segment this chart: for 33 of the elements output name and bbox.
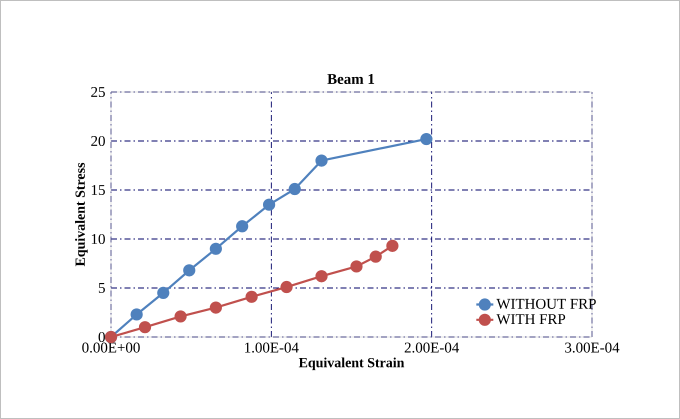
y-tick-label: 25 (91, 86, 105, 98)
point (157, 286, 170, 299)
x-axis-title: Equivalent Strain (298, 358, 404, 370)
point (350, 260, 363, 273)
point (236, 220, 248, 232)
point (246, 290, 258, 303)
chart-title: Beam 1 (327, 74, 374, 84)
y-tick-label: 20 (91, 136, 105, 146)
y-tick-label: 0 (98, 332, 105, 342)
x-tick-label: 3.00E-04 (565, 342, 620, 353)
point (288, 182, 301, 196)
point (420, 132, 432, 146)
x-tick-label: 1.00E-04 (245, 342, 299, 353)
point (130, 308, 143, 321)
point (370, 250, 382, 263)
point (174, 310, 187, 323)
y-tick-label: 10 (92, 234, 105, 244)
y-tick-label: 5 (98, 283, 105, 293)
point (386, 240, 398, 252)
y-axis-title: Equivalent Stress (75, 162, 88, 266)
point (315, 270, 328, 282)
point (210, 302, 222, 314)
y-tick-label: 15 (92, 185, 105, 195)
legend-label: WITHOUT FRP (496, 298, 596, 309)
point (262, 198, 276, 211)
legend-label: WITH FRP (496, 314, 566, 324)
point (210, 242, 222, 255)
point (183, 264, 196, 276)
point (280, 280, 293, 294)
x-tick-label: 2.00E-04 (404, 342, 460, 353)
point (138, 321, 152, 334)
point (315, 154, 328, 167)
x-tick-label: 0.00E+00 (82, 342, 140, 353)
